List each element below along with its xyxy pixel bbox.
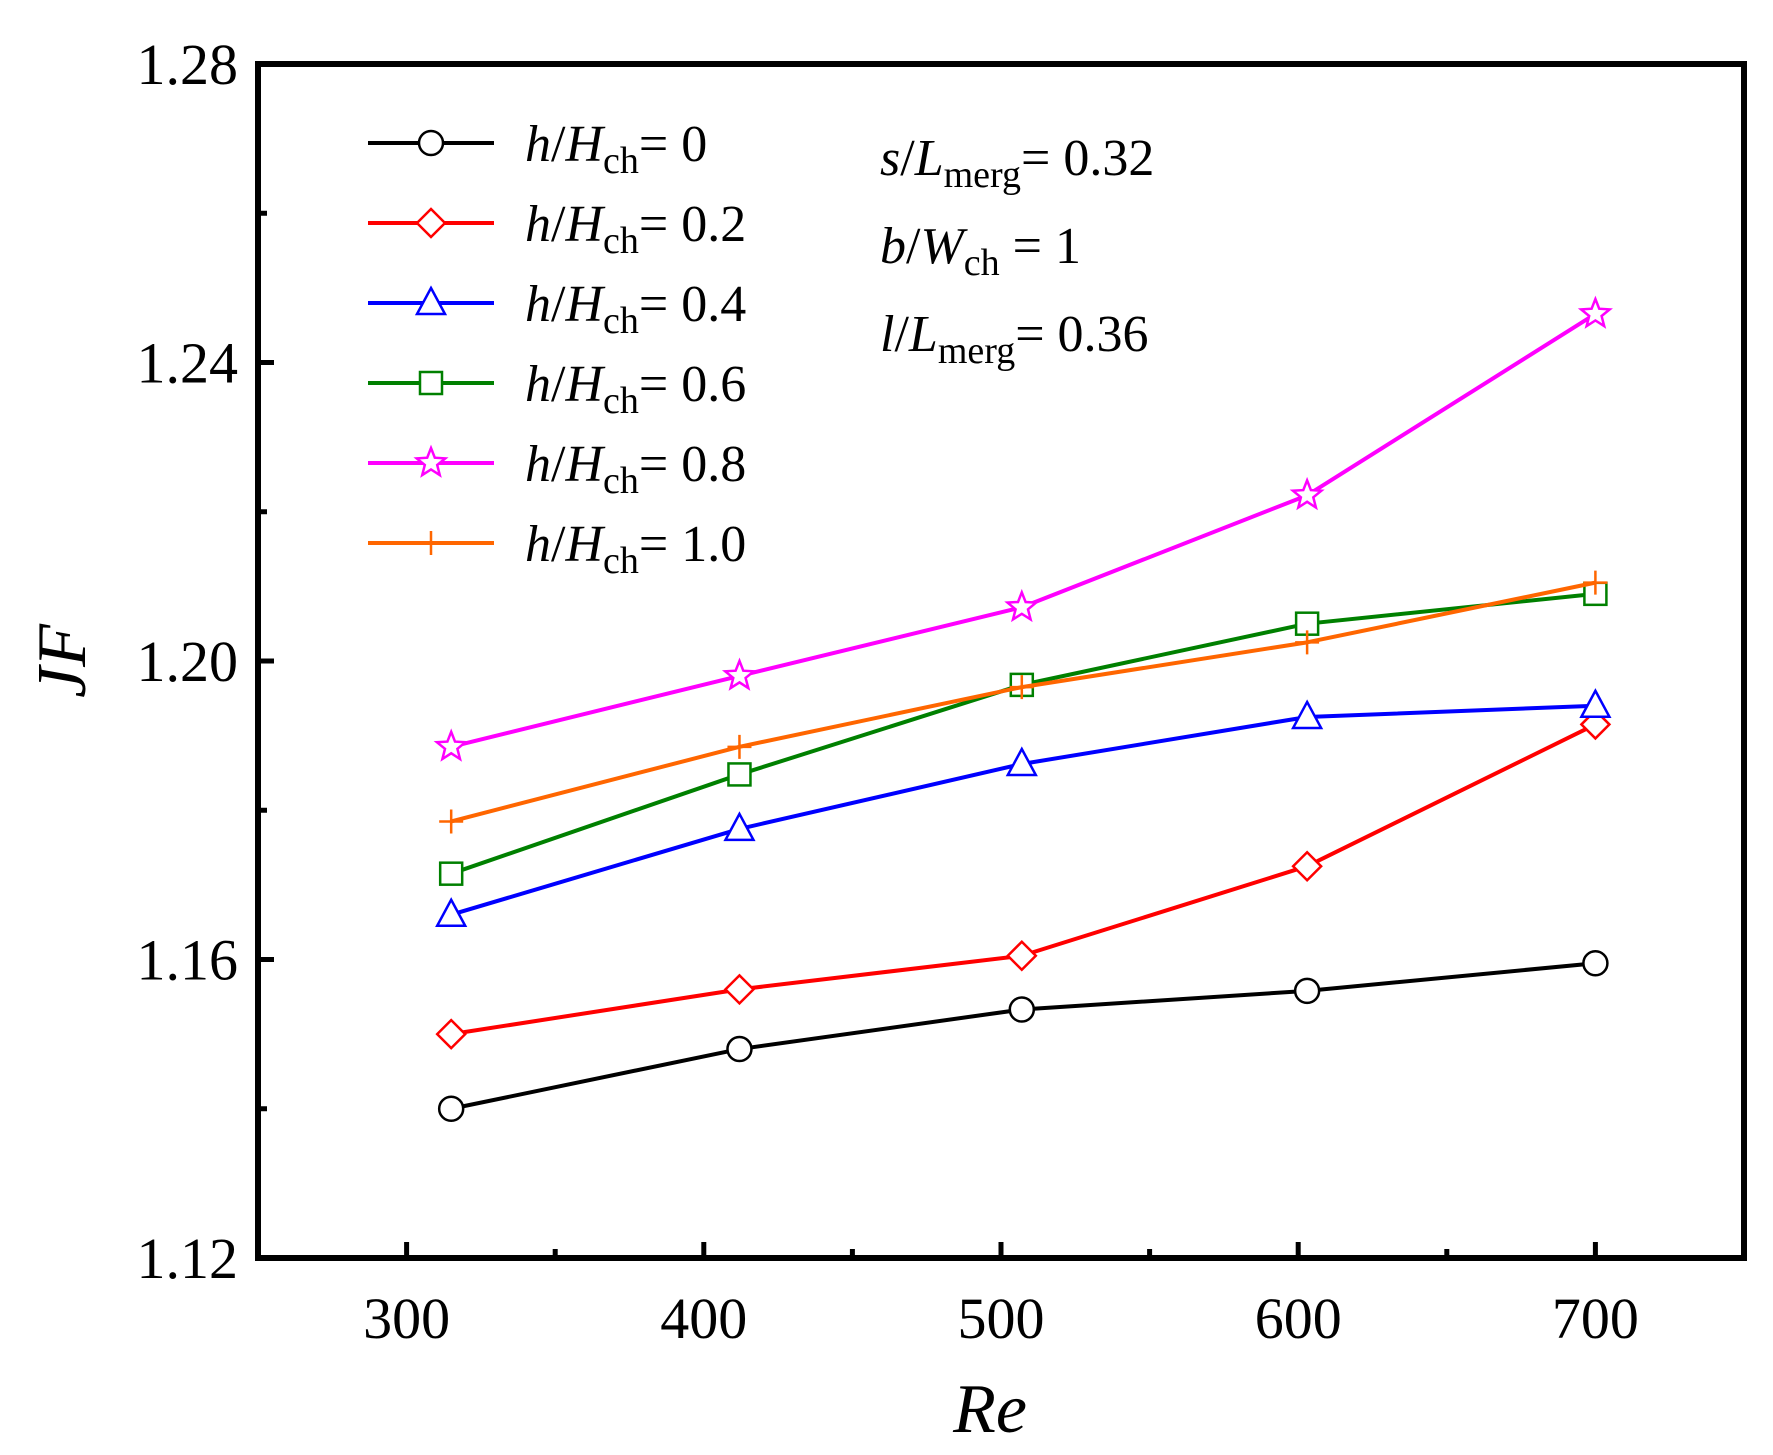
- data-point-circle: [437, 1095, 465, 1122]
- data-point-plus: [1295, 630, 1320, 655]
- legend-marker-plus: [419, 531, 443, 555]
- y-tick-label: 1.16: [137, 928, 239, 993]
- parameter-annotation: b/Wch = 1: [880, 218, 1081, 284]
- legend-marker-square: [418, 370, 444, 396]
- data-point-square: [727, 762, 752, 787]
- data-point-star: [1289, 476, 1325, 511]
- data-point-square: [438, 861, 464, 886]
- series-5: [439, 570, 1608, 834]
- legend-label: h/Hch= 0.6: [525, 356, 746, 422]
- legend-marker-circle: [417, 129, 445, 157]
- data-point-star: [433, 728, 469, 762]
- data-point-diamond: [435, 1018, 467, 1050]
- data-point-triangle: [1005, 746, 1038, 777]
- legend-marker-star: [413, 444, 449, 478]
- data-point-star: [721, 657, 757, 691]
- data-point-diamond: [1006, 940, 1038, 972]
- legend-item: h/Hch= 0.4: [368, 276, 746, 342]
- data-point-diamond: [723, 973, 756, 1006]
- y-axis-title: JF: [24, 623, 101, 698]
- legend-label: h/Hch= 0.4: [525, 276, 746, 342]
- y-tick-label: 1.12: [137, 1226, 239, 1291]
- legend-item: h/Hch= 0.6: [368, 356, 746, 422]
- data-point-plus: [1009, 675, 1034, 700]
- x-tick-label: 300: [363, 1286, 450, 1351]
- legend-item: h/Hch= 0.8: [368, 436, 746, 502]
- legend-item: h/Hch= 0: [368, 116, 707, 182]
- parameter-annotation: l/Lmerg= 0.36: [880, 306, 1149, 372]
- legend-label: h/Hch= 0.2: [525, 196, 746, 262]
- data-point-star: [1577, 295, 1613, 329]
- x-tick-label: 600: [1255, 1286, 1342, 1351]
- y-tick-label: 1.20: [137, 629, 239, 694]
- series-4: [433, 295, 1613, 762]
- legend-marker-diamond: [415, 207, 447, 239]
- legend-label: h/Hch= 1.0: [525, 516, 746, 582]
- x-tick-label: 400: [660, 1286, 747, 1351]
- data-point-circle: [1008, 996, 1036, 1023]
- data-point-plus: [439, 809, 464, 834]
- legend-marker-triangle: [414, 285, 448, 316]
- y-tick-label: 1.28: [137, 32, 239, 97]
- parameter-annotation: s/Lmerg= 0.32: [880, 130, 1154, 196]
- data-point-triangle: [435, 897, 468, 927]
- data-point-triangle: [1291, 699, 1324, 730]
- data-point-circle: [726, 1035, 753, 1063]
- data-point-triangle: [1579, 688, 1612, 719]
- x-tick-label: 500: [958, 1286, 1045, 1351]
- data-point-star: [1004, 588, 1040, 623]
- data-point-plus: [727, 734, 752, 759]
- series-3: [438, 581, 1608, 886]
- series-line: [450, 961, 1596, 1111]
- data-point-plus: [1583, 570, 1608, 595]
- data-point-triangle: [723, 811, 756, 842]
- series-line: [450, 591, 1596, 876]
- x-tick-label: 700: [1552, 1286, 1639, 1351]
- series-0: [437, 949, 1609, 1122]
- series-line: [450, 580, 1596, 824]
- x-axis-title: Re: [952, 1371, 1027, 1448]
- legend-label: h/Hch= 0: [525, 116, 707, 182]
- data-point-circle: [1582, 949, 1609, 977]
- legend-item: h/Hch= 0.2: [368, 196, 746, 262]
- y-tick-label: 1.24: [137, 331, 239, 396]
- data-point-circle: [1293, 977, 1321, 1005]
- data-point-diamond: [1291, 850, 1323, 882]
- legend-label: h/Hch= 0.8: [525, 436, 746, 502]
- series-2: [435, 688, 1612, 927]
- legend-item: h/Hch= 1.0: [368, 516, 746, 582]
